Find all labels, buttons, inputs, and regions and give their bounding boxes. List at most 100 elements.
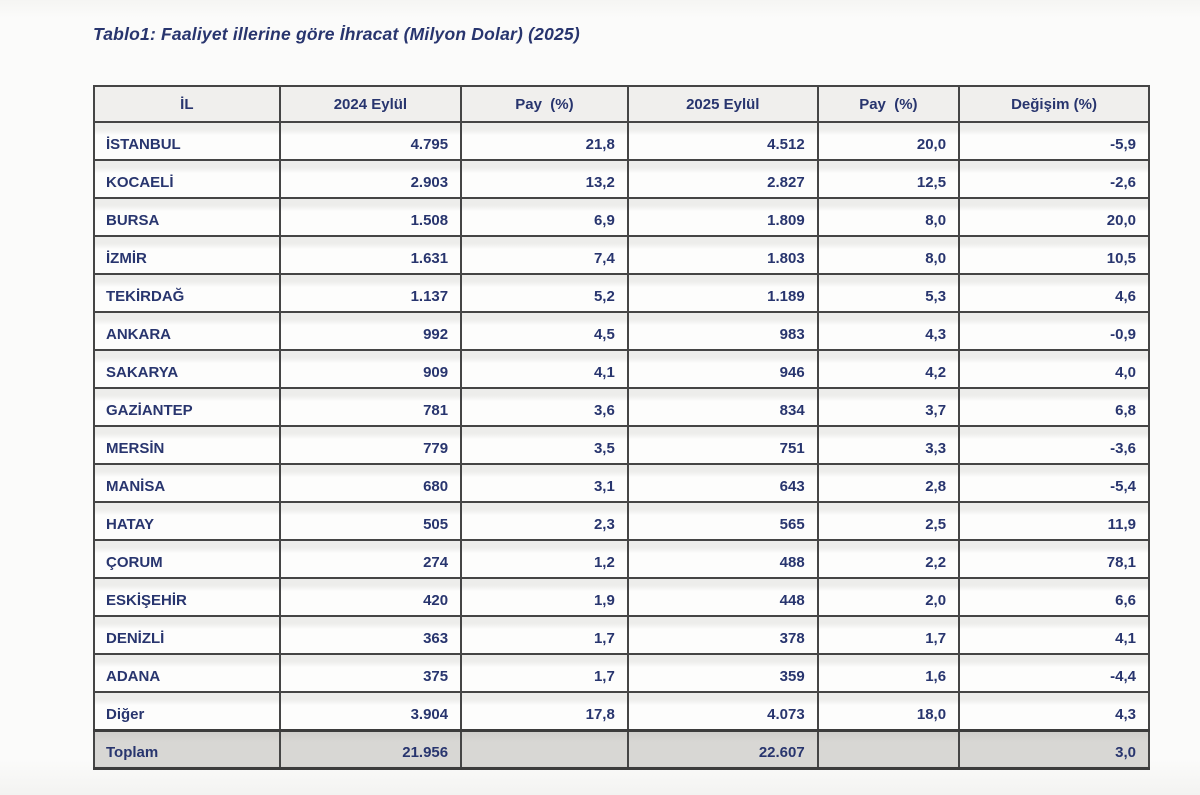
cell-2025-share: 2,5 [816,501,961,541]
table-row: HATAY 505 2,3 565 2,5 11,9 [93,501,1150,541]
cell-2024-value: 2.903 [278,159,463,199]
cell-2024-value: 680 [278,463,463,503]
table-row: DENİZLİ 363 1,7 378 1,7 4,1 [93,615,1150,655]
cell-2025-share: 2,8 [816,463,961,503]
cell-2025-value: 983 [626,311,819,351]
table-row: ANKARA 992 4,5 983 4,3 -0,9 [93,311,1150,351]
col-header-degisim: Değişim (%) [958,85,1150,123]
cell-2025-share: 1,7 [816,615,961,655]
col-header-2024-eylul: 2024 Eylül [278,85,463,123]
cell-2024-value: 1.137 [278,273,463,313]
table-row: TEKİRDAĞ 1.137 5,2 1.189 5,3 4,6 [93,273,1150,313]
cell-2024-share: 7,4 [460,235,629,275]
cell-change: 20,0 [958,197,1150,237]
cell-province: Toplam [93,728,281,770]
cell-2025-value: 4.512 [626,121,819,161]
cell-2025-value: 4.073 [626,691,819,731]
cell-province: ANKARA [93,311,281,351]
cell-2025-share: 3,7 [816,387,961,427]
cell-province: DENİZLİ [93,615,281,655]
cell-province: MANİSA [93,463,281,503]
table-row: ADANA 375 1,7 359 1,6 -4,4 [93,653,1150,693]
cell-2025-share: 2,2 [816,539,961,579]
cell-2024-value: 4.795 [278,121,463,161]
cell-2025-value: 378 [626,615,819,655]
table-row: MANİSA 680 3,1 643 2,8 -5,4 [93,463,1150,503]
table-row: İZMİR 1.631 7,4 1.803 8,0 10,5 [93,235,1150,275]
cell-province: BURSA [93,197,281,237]
cell-province: TEKİRDAĞ [93,273,281,313]
cell-change: 11,9 [958,501,1150,541]
cell-2024-share: 5,2 [460,273,629,313]
cell-province: Diğer [93,691,281,731]
col-header-pay-2025: Pay (%) [816,85,961,123]
cell-2024-share: 2,3 [460,501,629,541]
cell-province: İSTANBUL [93,121,281,161]
cell-change: 4,1 [958,615,1150,655]
cell-change: 78,1 [958,539,1150,579]
cell-2025-share: 12,5 [816,159,961,199]
cell-province: ADANA [93,653,281,693]
cell-province: GAZİANTEP [93,387,281,427]
cell-2024-value: 781 [278,387,463,427]
cell-2024-share: 4,1 [460,349,629,389]
cell-2024-value: 363 [278,615,463,655]
cell-2024-share: 3,1 [460,463,629,503]
cell-2025-value: 1.189 [626,273,819,313]
cell-2025-value: 2.827 [626,159,819,199]
cell-change: 3,0 [958,728,1150,770]
cell-2024-share: 1,2 [460,539,629,579]
cell-change: 4,0 [958,349,1150,389]
cell-province: İZMİR [93,235,281,275]
cell-change: -2,6 [958,159,1150,199]
cell-2024-value: 909 [278,349,463,389]
cell-2025-value: 359 [626,653,819,693]
cell-change: 6,8 [958,387,1150,427]
cell-2025-share: 2,0 [816,577,961,617]
cell-2025-share: 20,0 [816,121,961,161]
table-row: KOCAELİ 2.903 13,2 2.827 12,5 -2,6 [93,159,1150,199]
cell-change: -5,4 [958,463,1150,503]
cell-2024-value: 779 [278,425,463,465]
cell-2024-value: 3.904 [278,691,463,731]
cell-2024-value: 420 [278,577,463,617]
cell-2024-share: 6,9 [460,197,629,237]
table-row: GAZİANTEP 781 3,6 834 3,7 6,8 [93,387,1150,427]
cell-2025-share: 18,0 [816,691,961,731]
cell-2024-share: 1,9 [460,577,629,617]
col-header-il: İL [93,85,281,123]
cell-2025-share: 8,0 [816,235,961,275]
cell-2025-value: 1.803 [626,235,819,275]
cell-2025-value: 1.809 [626,197,819,237]
cell-2024-share: 4,5 [460,311,629,351]
cell-province: KOCAELİ [93,159,281,199]
cell-2025-value: 22.607 [626,728,819,770]
col-header-pay-2024: Pay (%) [460,85,629,123]
cell-province: SAKARYA [93,349,281,389]
cell-change: -0,9 [958,311,1150,351]
page-title: Tablo1: Faaliyet illerine göre İhracat (… [93,24,580,44]
col-header-2025-eylul: 2025 Eylül [626,85,819,123]
cell-2025-share: 8,0 [816,197,961,237]
cell-2025-share: 5,3 [816,273,961,313]
table-row: ÇORUM 274 1,2 488 2,2 78,1 [93,539,1150,579]
cell-change: 4,3 [958,691,1150,731]
cell-2025-share: 4,3 [816,311,961,351]
cell-2024-share: 13,2 [460,159,629,199]
cell-2025-share: 1,6 [816,653,961,693]
cell-change: 10,5 [958,235,1150,275]
cell-change: 4,6 [958,273,1150,313]
cell-2025-share: 3,3 [816,425,961,465]
cell-2024-value: 375 [278,653,463,693]
cell-change: -5,9 [958,121,1150,161]
cell-2025-value: 565 [626,501,819,541]
header-row: İL 2024 Eylül Pay (%) 2025 Eylül Pay (%)… [93,85,1150,123]
cell-2025-share: 4,2 [816,349,961,389]
cell-2024-share: 3,6 [460,387,629,427]
cell-2024-value: 505 [278,501,463,541]
cell-province: HATAY [93,501,281,541]
cell-change: 6,6 [958,577,1150,617]
cell-2024-value: 992 [278,311,463,351]
cell-2024-value: 1.631 [278,235,463,275]
